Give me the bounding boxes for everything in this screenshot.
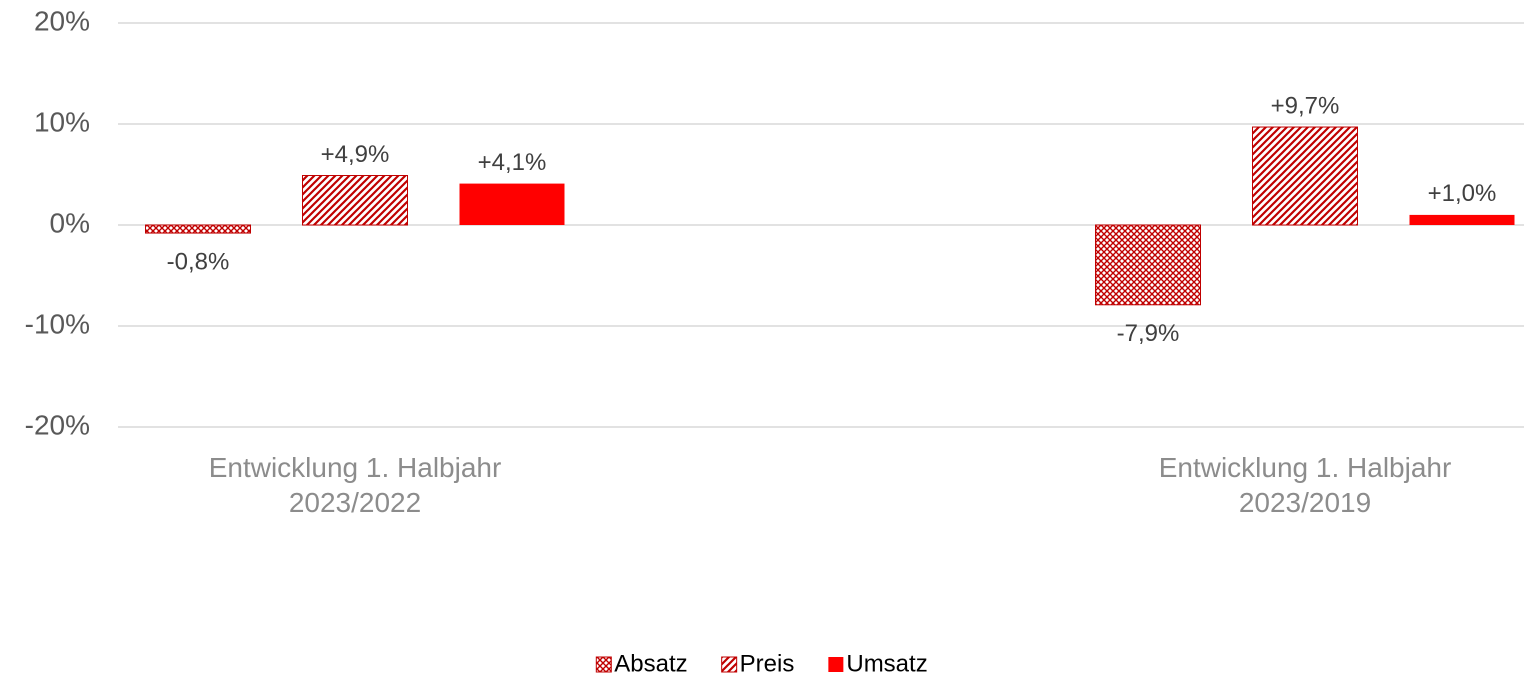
bar	[145, 224, 251, 234]
y-tick-label: -20%	[25, 409, 90, 440]
data-label: -0,8%	[167, 248, 230, 275]
bar	[1409, 214, 1515, 225]
legend-swatch	[595, 656, 612, 673]
x-tick-label: Entwicklung 1. Halbjahr 2023/2022	[208, 452, 502, 518]
legend-swatch	[828, 657, 844, 672]
x-tick-label: Entwicklung 1. Halbjahr 2023/2019	[1158, 452, 1452, 518]
legend-label: Umsatz	[846, 650, 927, 677]
data-label: +4,1%	[478, 149, 547, 176]
legend-label: Preis	[740, 650, 795, 677]
data-label: +9,7%	[1271, 92, 1340, 119]
bar	[459, 183, 565, 225]
legend-swatch	[721, 656, 738, 673]
y-tick-label: 20%	[34, 5, 90, 36]
bar	[1095, 224, 1201, 306]
legend-label: Absatz	[614, 650, 687, 677]
y-tick-label: 10%	[34, 106, 90, 137]
bar	[1252, 126, 1358, 226]
y-tick-label: -10%	[25, 308, 90, 339]
y-tick-label: 0%	[50, 207, 90, 238]
data-label: +1,0%	[1428, 180, 1497, 207]
bar	[302, 175, 408, 226]
data-label: -7,9%	[1117, 320, 1180, 347]
data-label: +4,9%	[321, 141, 390, 168]
